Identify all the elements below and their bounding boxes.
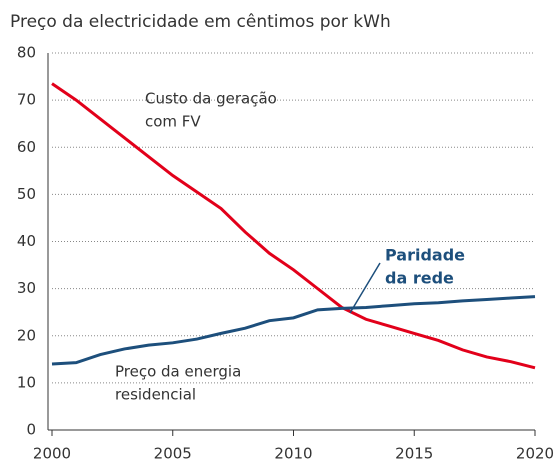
- y-tick-label: 40: [17, 232, 36, 250]
- chart-title: Preço da electricidade em cêntimos por k…: [10, 12, 391, 32]
- annotation: Custo da geração: [145, 90, 277, 108]
- pointer: [349, 262, 381, 314]
- annotation: da rede: [385, 269, 454, 288]
- y-tick-label: 0: [26, 421, 36, 439]
- x-tick-label: 2000: [33, 445, 71, 463]
- x-tick-label: 2015: [395, 445, 433, 463]
- y-tick-label: 80: [17, 44, 36, 62]
- y-tick-label: 20: [17, 326, 36, 344]
- x-tick-label: 2010: [274, 445, 312, 463]
- annotation: com FV: [145, 113, 201, 131]
- annotation: Paridade: [385, 246, 465, 265]
- y-tick-label: 10: [17, 373, 36, 391]
- series-line: [51, 82, 536, 370]
- y-tick-label: 50: [17, 185, 36, 203]
- annotation: residencial: [115, 386, 196, 404]
- annotation: Preço da energia: [115, 363, 241, 381]
- series-line: [51, 295, 536, 366]
- y-tick-label: 70: [17, 91, 36, 109]
- x-tick-label: 2005: [154, 445, 192, 463]
- y-tick-label: 30: [17, 279, 36, 297]
- y-tick-label: 60: [17, 138, 36, 156]
- x-tick-label: 2020: [516, 445, 554, 463]
